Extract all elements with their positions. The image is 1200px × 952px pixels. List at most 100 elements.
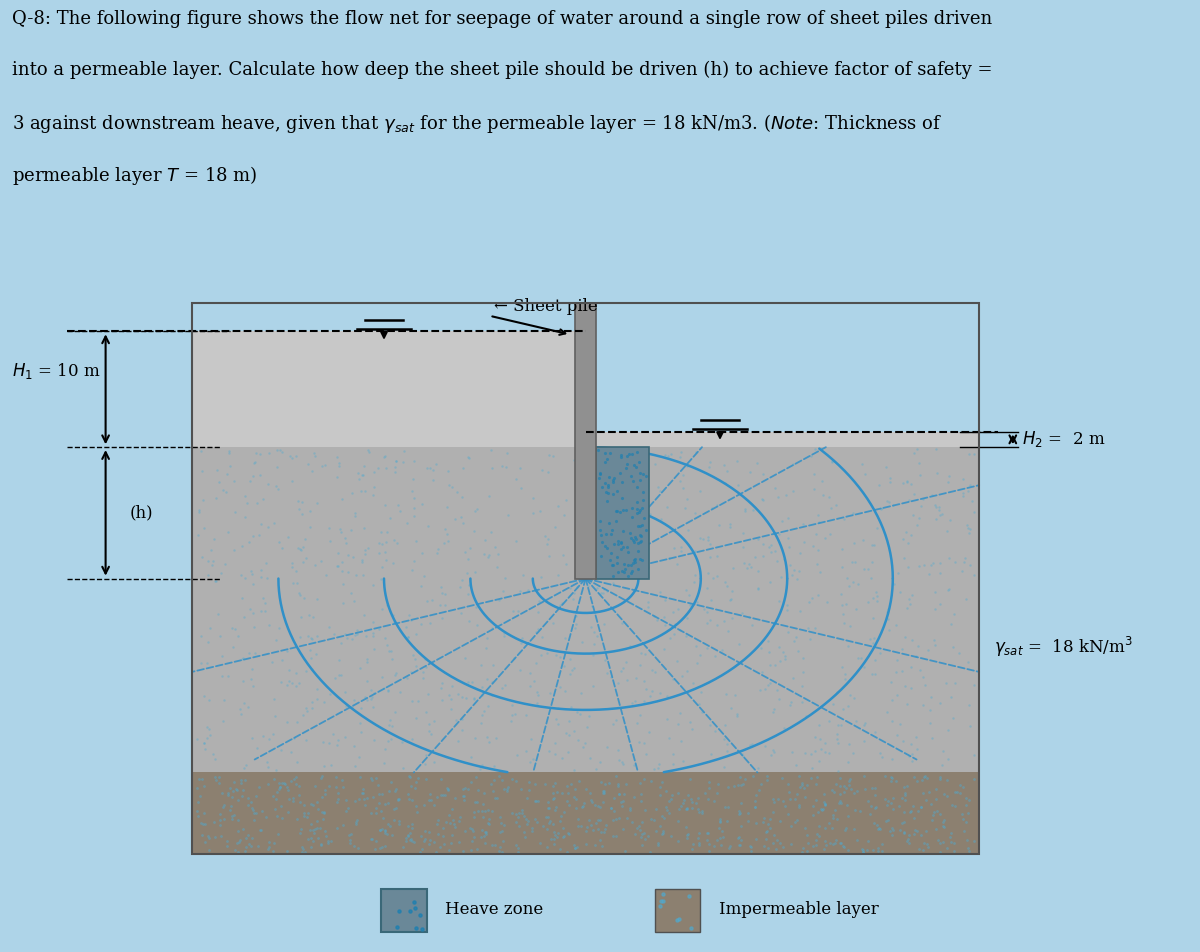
Point <box>193 771 212 786</box>
Point <box>362 831 382 846</box>
Point <box>878 794 898 809</box>
Point <box>590 548 610 564</box>
Point <box>386 453 406 468</box>
Point <box>731 819 750 834</box>
Point <box>416 747 436 763</box>
Point <box>398 768 418 783</box>
Point <box>463 833 482 848</box>
Point <box>569 811 588 826</box>
Point <box>812 473 832 488</box>
Point <box>895 678 914 693</box>
Point <box>864 538 883 553</box>
Point <box>316 823 335 839</box>
Point <box>793 841 812 856</box>
Point <box>632 500 652 515</box>
Point <box>695 602 714 617</box>
Point <box>865 815 884 830</box>
Point <box>930 835 949 850</box>
Point <box>790 564 809 579</box>
Point <box>406 626 425 642</box>
Point <box>866 585 886 600</box>
Point <box>878 813 898 828</box>
Point <box>527 625 546 640</box>
Point <box>828 718 847 733</box>
Point <box>592 480 611 495</box>
Point <box>941 616 960 631</box>
Point <box>878 611 898 626</box>
Point <box>228 792 247 807</box>
Point <box>890 585 910 600</box>
Point <box>584 625 604 640</box>
Point <box>420 833 439 848</box>
Point <box>641 688 660 704</box>
Point <box>953 563 972 578</box>
Point <box>481 525 500 540</box>
Point <box>235 773 254 788</box>
Point <box>546 775 565 790</box>
Point <box>733 748 752 764</box>
Point <box>358 654 377 669</box>
Point <box>378 683 397 698</box>
Point <box>960 521 979 536</box>
Point <box>234 610 253 625</box>
Point <box>527 793 546 808</box>
Point <box>398 629 418 645</box>
Point <box>541 814 560 829</box>
Point <box>956 814 976 829</box>
Point <box>295 805 314 821</box>
Point <box>846 803 865 818</box>
Point <box>755 681 774 696</box>
Point <box>232 775 251 790</box>
Point <box>751 683 770 698</box>
Point <box>726 687 745 703</box>
Point <box>242 662 262 677</box>
Point <box>626 670 646 685</box>
Point <box>620 803 640 818</box>
Point <box>565 782 584 797</box>
Point <box>866 800 886 815</box>
Point <box>454 461 473 476</box>
Point <box>301 650 320 665</box>
Point <box>565 661 584 676</box>
Point <box>376 544 395 559</box>
Point <box>856 782 875 797</box>
Point <box>266 632 286 647</box>
Point <box>283 791 302 806</box>
Point <box>449 686 468 702</box>
Point <box>577 819 596 834</box>
Point <box>234 783 253 798</box>
Point <box>907 774 926 789</box>
Point <box>320 686 340 702</box>
Point <box>834 511 853 526</box>
Point <box>293 495 312 510</box>
Point <box>902 754 922 769</box>
Point <box>634 466 653 482</box>
Point <box>698 791 718 806</box>
Point <box>368 460 388 475</box>
Point <box>613 534 632 549</box>
Point <box>341 833 360 848</box>
Point <box>233 651 252 666</box>
Point <box>941 829 960 844</box>
Point <box>412 578 431 593</box>
Point <box>467 501 486 516</box>
Point <box>330 667 349 683</box>
Point <box>288 811 307 826</box>
Point <box>604 558 623 573</box>
Point <box>863 537 882 552</box>
Point <box>956 790 976 805</box>
Point <box>481 776 500 791</box>
Point <box>752 491 772 506</box>
Point <box>388 792 407 807</box>
Point <box>398 827 418 843</box>
Point <box>764 744 784 760</box>
Point <box>362 772 382 787</box>
Point <box>300 607 319 623</box>
Point <box>811 802 830 817</box>
Point <box>630 775 649 790</box>
Point <box>617 460 636 475</box>
Point <box>800 632 820 647</box>
Point <box>338 801 358 816</box>
Point <box>476 641 496 656</box>
Text: 3 against downstream heave, given that $\gamma_{sat}$ for the permeable layer = : 3 against downstream heave, given that $… <box>12 112 942 135</box>
